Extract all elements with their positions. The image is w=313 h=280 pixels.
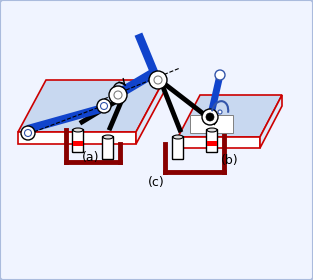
Polygon shape xyxy=(18,80,164,132)
Circle shape xyxy=(21,126,35,140)
Circle shape xyxy=(218,110,222,114)
FancyBboxPatch shape xyxy=(102,137,114,160)
Polygon shape xyxy=(190,115,233,133)
Polygon shape xyxy=(178,95,282,137)
Text: (c): (c) xyxy=(148,176,164,188)
Circle shape xyxy=(114,91,122,99)
Circle shape xyxy=(206,113,214,121)
Bar xyxy=(73,141,83,146)
Circle shape xyxy=(100,102,107,109)
Circle shape xyxy=(149,71,167,89)
Circle shape xyxy=(24,130,32,137)
Circle shape xyxy=(202,109,218,125)
Bar xyxy=(207,141,217,146)
Polygon shape xyxy=(260,95,282,148)
Polygon shape xyxy=(136,80,164,144)
FancyBboxPatch shape xyxy=(207,130,218,153)
Circle shape xyxy=(154,76,162,84)
Text: (b): (b) xyxy=(221,153,239,167)
Ellipse shape xyxy=(173,135,183,139)
Ellipse shape xyxy=(103,135,113,139)
Circle shape xyxy=(109,86,127,104)
Ellipse shape xyxy=(207,128,217,132)
FancyBboxPatch shape xyxy=(73,130,84,153)
Polygon shape xyxy=(178,137,260,148)
Ellipse shape xyxy=(73,128,83,132)
Polygon shape xyxy=(18,132,136,144)
Text: (a): (a) xyxy=(82,151,100,164)
FancyBboxPatch shape xyxy=(172,137,183,160)
Circle shape xyxy=(215,70,225,80)
Circle shape xyxy=(97,99,111,113)
